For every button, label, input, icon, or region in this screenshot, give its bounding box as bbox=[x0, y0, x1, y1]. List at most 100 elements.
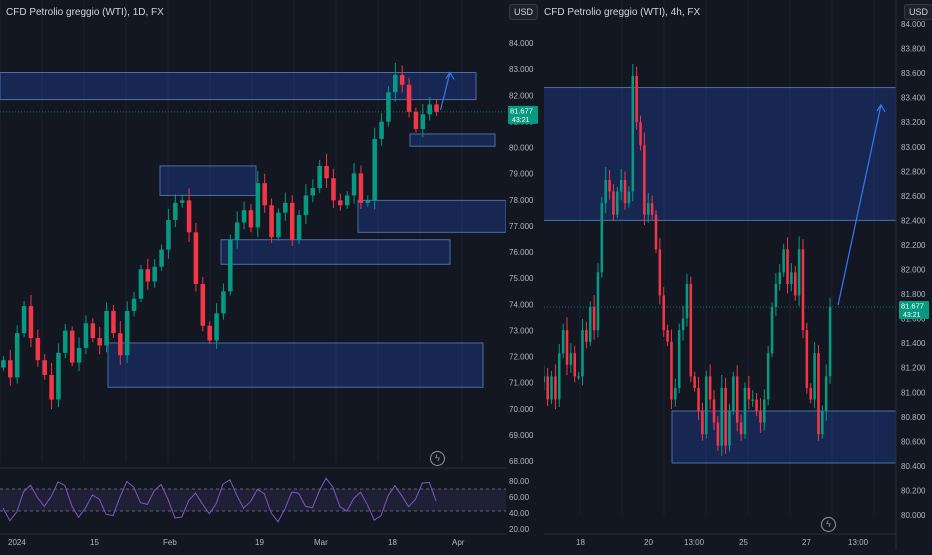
candle-body-19 bbox=[612, 191, 615, 215]
candle-body-29 bbox=[650, 203, 654, 215]
candle-body-74 bbox=[824, 376, 828, 412]
candle-body-16 bbox=[111, 311, 116, 334]
zone-box-5 bbox=[409, 133, 496, 147]
candle-body-39 bbox=[689, 283, 693, 377]
daily-time-label-1: 15 bbox=[90, 538, 99, 547]
candle-body-50 bbox=[732, 376, 735, 412]
zone-box-0 bbox=[0, 72, 477, 101]
4h-chart-canvas[interactable]: 84.000 83.800 83.600 83.400 83.200 83.000 82.8… bbox=[508, 0, 932, 550]
osc-tick-1: 60.00 bbox=[509, 493, 530, 502]
candle-body-51 bbox=[735, 376, 739, 423]
candle-body-11 bbox=[581, 330, 584, 377]
daily-price-axis[interactable]: 84.00083.00082.00081.00080.00079.00078.0… bbox=[506, 0, 544, 550]
candle-body-41 bbox=[697, 387, 700, 412]
candle-body-72 bbox=[817, 353, 820, 435]
candle-body-25 bbox=[173, 202, 178, 221]
candle-body-28 bbox=[646, 203, 650, 215]
candle-body-66 bbox=[793, 272, 797, 296]
zone-box-1 bbox=[671, 410, 901, 464]
daily-time-label-6: Apr bbox=[452, 538, 465, 547]
candle-body-18 bbox=[608, 179, 611, 192]
4h-price-tick-14: 81.200 bbox=[901, 364, 926, 373]
4h-price-tick-9: 82.200 bbox=[901, 241, 926, 250]
4h-currency-button[interactable]: USD bbox=[904, 4, 932, 20]
candle-body-75 bbox=[828, 307, 832, 377]
candle-body-13 bbox=[588, 307, 592, 342]
candle-body-59 bbox=[766, 353, 770, 400]
candle-body-39 bbox=[269, 205, 274, 238]
candle-body-60 bbox=[413, 111, 419, 130]
candle-body-54 bbox=[747, 387, 751, 400]
4h-price-tick-3: 83.400 bbox=[901, 94, 926, 103]
candle-body-33 bbox=[666, 330, 669, 342]
candle-body-32 bbox=[662, 295, 666, 331]
candle-body-6 bbox=[561, 330, 565, 354]
4h-price-tick-15: 81.000 bbox=[901, 388, 926, 397]
candle-body-37 bbox=[255, 183, 261, 228]
4h-price-tick-16: 80.800 bbox=[901, 413, 926, 422]
candle-body-27 bbox=[186, 200, 192, 233]
4h-time-label-5: 13:00 bbox=[848, 538, 869, 547]
zone-box-1 bbox=[159, 165, 257, 196]
candle-body-57 bbox=[759, 411, 762, 423]
candle-body-46 bbox=[716, 422, 720, 446]
daily-alert-bolt-icon[interactable]: ϟ bbox=[430, 451, 445, 466]
candle-body-42 bbox=[701, 411, 704, 435]
4h-price-tick-17: 80.600 bbox=[901, 437, 926, 446]
candle-body-40 bbox=[276, 212, 281, 238]
4h-price-tick-11: 81.800 bbox=[901, 290, 926, 299]
daily-chart-canvas[interactable]: 2024 15 Feb 19 Mar 18 Apr bbox=[0, 0, 506, 550]
candle-body-47 bbox=[324, 165, 329, 179]
candle-body-23 bbox=[159, 249, 164, 267]
candle-body-15 bbox=[104, 311, 109, 346]
4h-time-label-1: 20 bbox=[644, 538, 653, 547]
daily-last-countdown: 43:21 bbox=[512, 117, 530, 124]
daily-price-tick-7: 77.000 bbox=[509, 222, 534, 231]
candle-body-45 bbox=[310, 188, 316, 196]
candle-body-10 bbox=[69, 330, 75, 363]
daily-last-price: 81.677 bbox=[510, 106, 533, 115]
candle-body-10 bbox=[577, 376, 580, 378]
osc-line bbox=[2, 477, 437, 523]
candle-body-50 bbox=[344, 195, 350, 206]
candle-body-40 bbox=[693, 376, 696, 388]
4h-alert-bolt-icon[interactable]: ϟ bbox=[821, 517, 836, 532]
4h-price-tick-7: 82.600 bbox=[901, 192, 926, 201]
candle-body-62 bbox=[427, 104, 432, 115]
candle-body-53 bbox=[743, 387, 747, 435]
daily-price-tick-5: 79.000 bbox=[509, 170, 534, 179]
4h-price-tick-19: 80.200 bbox=[901, 486, 926, 495]
candle-body-67 bbox=[797, 249, 801, 296]
daily-time-label-4: Mar bbox=[314, 538, 328, 547]
candle-body-1 bbox=[8, 360, 13, 378]
4h-price-tick-6: 82.800 bbox=[901, 167, 926, 176]
daily-price-tick-6: 78.000 bbox=[509, 196, 534, 205]
daily-currency-label[interactable]: USD bbox=[509, 4, 539, 20]
candle-body-32 bbox=[221, 291, 226, 314]
candle-body-60 bbox=[770, 307, 774, 354]
osc-tick-0: 80.00 bbox=[509, 477, 530, 486]
candle-body-61 bbox=[774, 283, 778, 308]
projection-arrow-head bbox=[876, 103, 886, 113]
candle-body-11 bbox=[76, 347, 82, 363]
candle-body-28 bbox=[193, 232, 199, 284]
daily-price-tick-4: 80.000 bbox=[509, 144, 534, 153]
candle-body-26 bbox=[179, 200, 185, 203]
daily-time-label-2: Feb bbox=[163, 538, 177, 547]
candle-body-7 bbox=[565, 330, 569, 365]
4h-chart-pane[interactable]: 84.000 83.800 83.600 83.400 83.200 83.000 82.8… bbox=[508, 0, 932, 550]
candle-body-61 bbox=[420, 114, 426, 130]
daily-chart-pane[interactable]: 2024 15 Feb 19 Mar 18 Apr CFD Petrolio greggio… bbox=[0, 0, 506, 550]
candle-body-30 bbox=[654, 214, 658, 250]
candle-body-68 bbox=[801, 249, 805, 331]
candle-body-22 bbox=[152, 266, 157, 282]
4h-time-label-3: 25 bbox=[739, 538, 748, 547]
candle-body-20 bbox=[616, 191, 619, 215]
candle-body-36 bbox=[677, 330, 681, 388]
daily-price-tick-10: 74.000 bbox=[509, 300, 534, 309]
4h-price-tick-12: 81.600 bbox=[901, 315, 926, 324]
candle-body-14 bbox=[592, 307, 596, 331]
candle-body-49 bbox=[338, 200, 343, 206]
candle-body-24 bbox=[631, 75, 635, 192]
candle-body-24 bbox=[166, 220, 171, 250]
